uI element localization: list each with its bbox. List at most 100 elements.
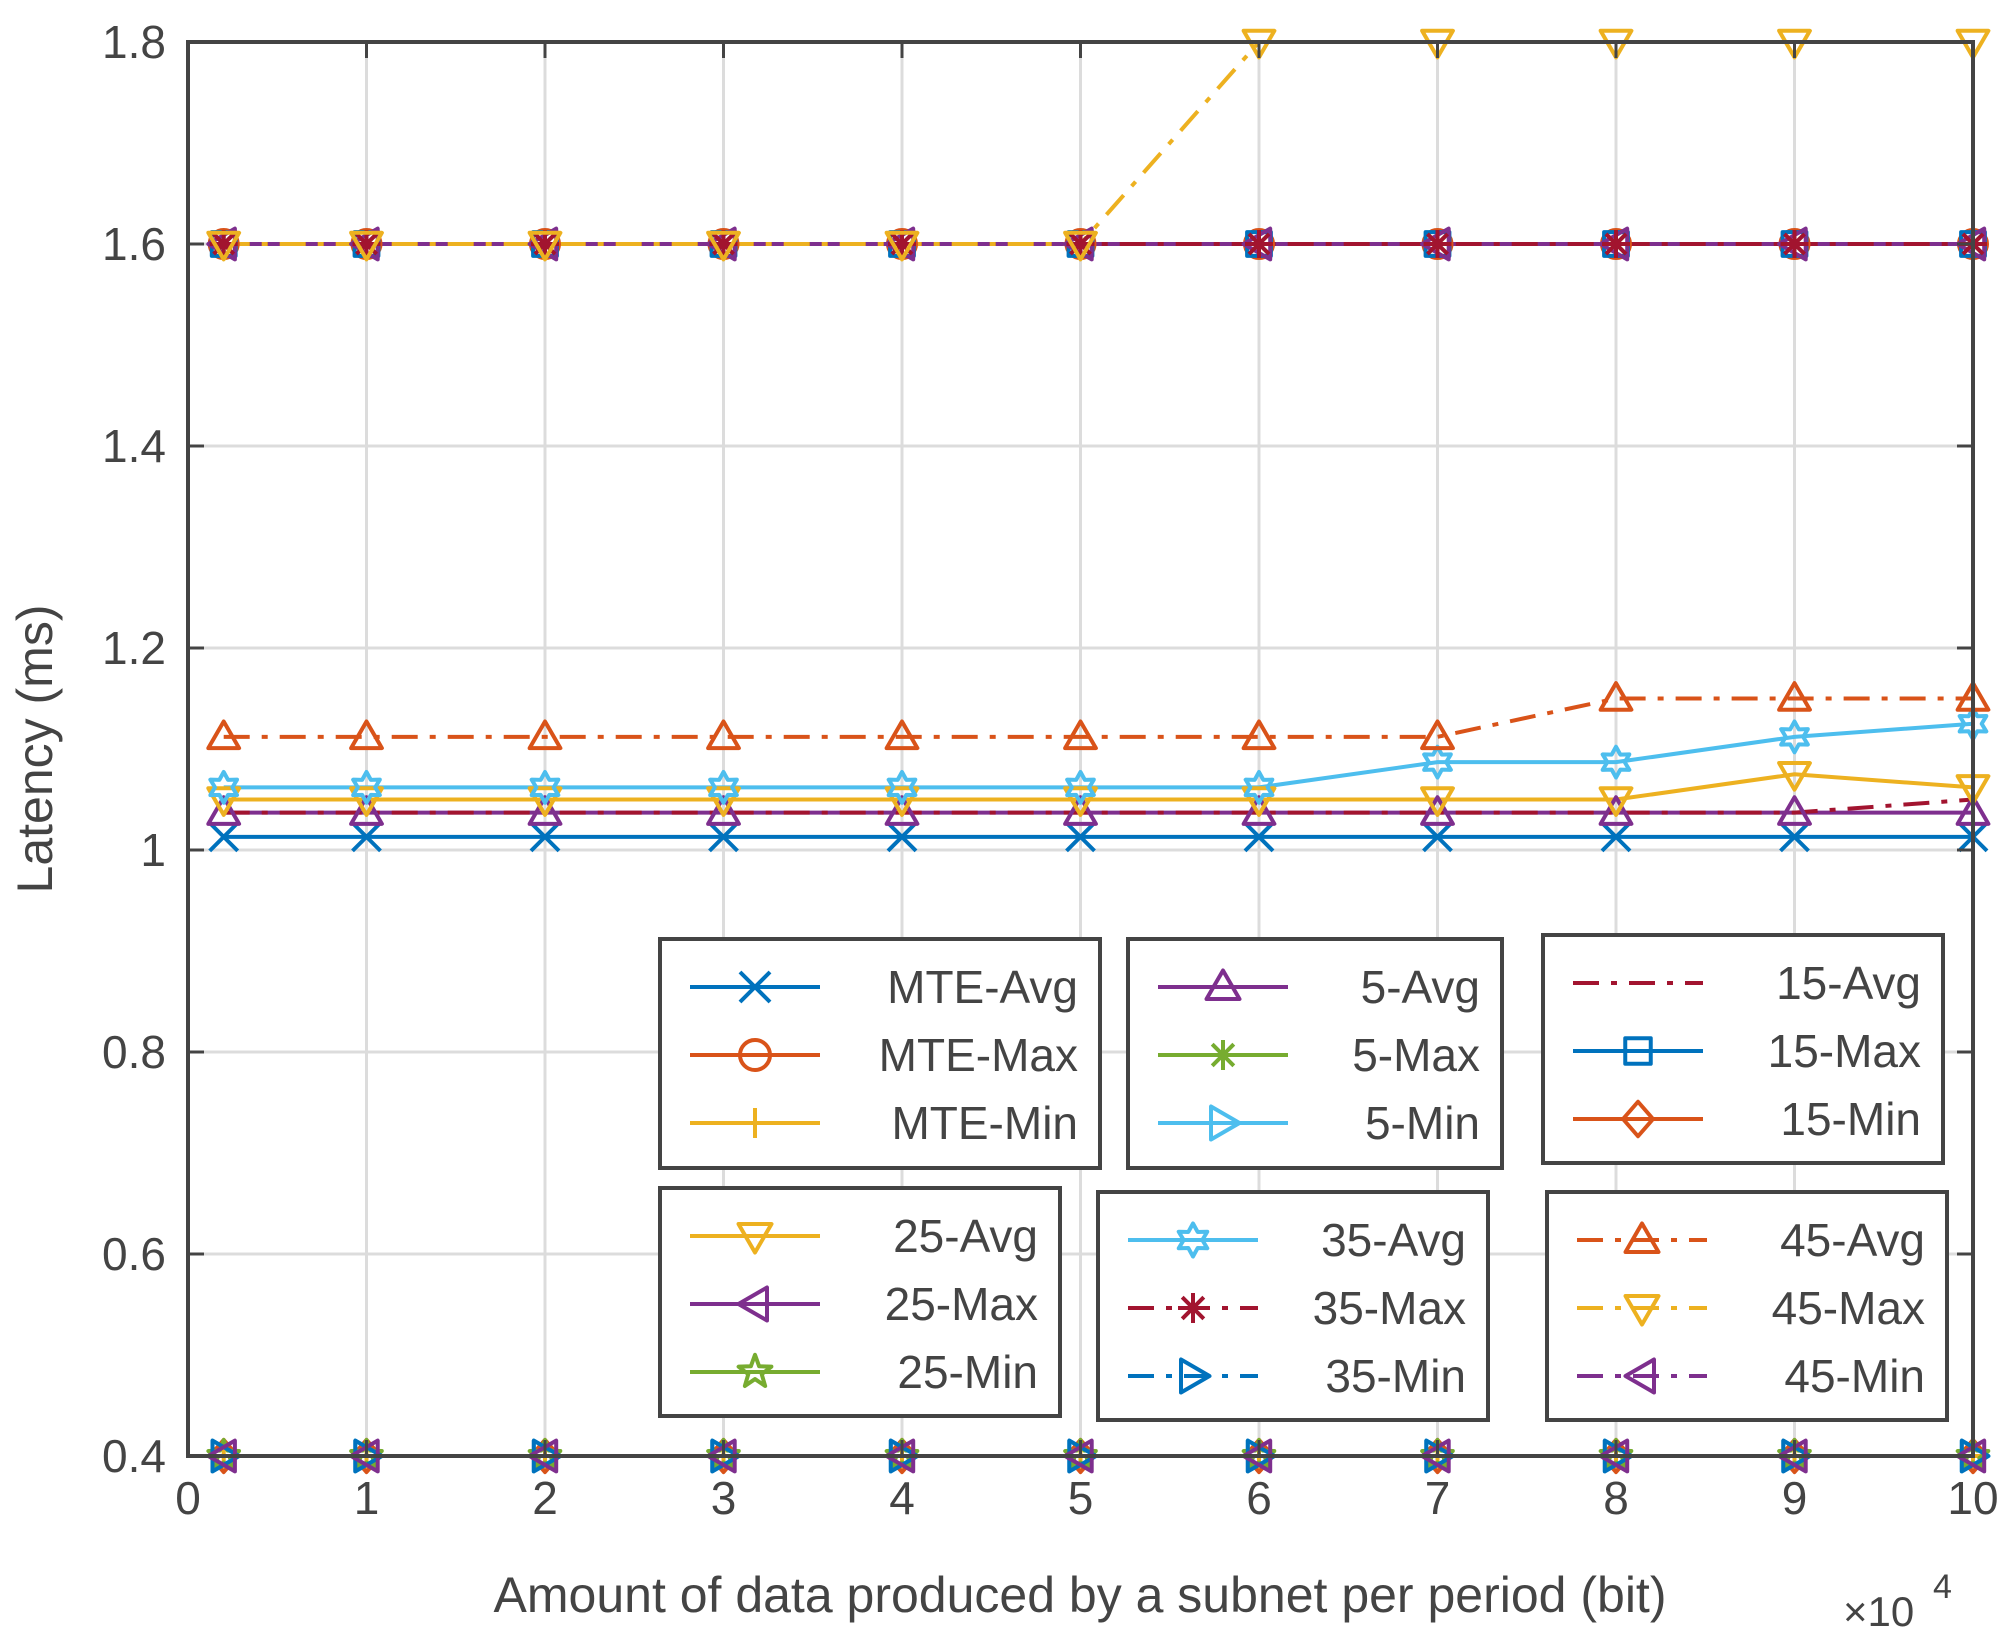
data-point-mte-avg	[208, 821, 240, 853]
data-point-35-avg	[351, 769, 382, 805]
y-tick-label: 0.6	[102, 1228, 166, 1280]
data-point-45-max	[1063, 230, 1098, 262]
data-point-5-avg	[349, 795, 384, 826]
data-point-35-avg	[1065, 769, 1096, 805]
legend-box-2: 5-Avg 5-Max 5-Min	[1126, 937, 1504, 1170]
legend-marker-mte-max	[738, 1038, 772, 1072]
data-point-25-avg	[1420, 786, 1455, 817]
legend-marker-35-avg	[1176, 1221, 1210, 1259]
legend-frame	[1545, 1190, 1949, 1422]
x-tick-label: 9	[1782, 1472, 1808, 1524]
legend-label: 15-Avg	[1776, 957, 1921, 1009]
x-multiplier-exponent: 4	[1933, 1568, 1952, 1606]
x-tick-label: 10	[1947, 1472, 1998, 1524]
data-point-5-avg	[1063, 795, 1098, 826]
data-point-25-avg	[706, 786, 741, 817]
legend-entry-35-avg: 35-Avg	[1128, 1214, 1466, 1266]
legend-marker-mte-avg	[738, 970, 772, 1004]
data-point-5-avg	[1598, 795, 1634, 826]
data-point-45-max	[349, 230, 384, 262]
data-point-mte-avg	[1600, 821, 1632, 853]
data-point-35-avg	[886, 769, 918, 805]
legend-box-3: 15-Avg 15-Max 15-Min	[1541, 933, 1945, 1165]
y-tick-label: 1.8	[102, 16, 166, 68]
legend-label: 35-Max	[1313, 1282, 1466, 1334]
data-point-45-avg	[884, 719, 920, 751]
data-point-45-max	[527, 230, 563, 262]
data-point-45-avg	[1063, 719, 1098, 751]
legend-marker-35-min	[1179, 1357, 1212, 1395]
data-point-45-max	[206, 230, 242, 262]
y-tick-label: 1.4	[102, 420, 166, 472]
data-point-mte-avg	[1065, 821, 1096, 853]
data-point-35-avg	[1422, 744, 1453, 780]
legend-marker-mte-min	[740, 1108, 770, 1138]
data-point-25-avg	[1063, 786, 1098, 817]
data-point-45-max	[1420, 28, 1455, 60]
y-tick-label: 1.2	[102, 622, 166, 674]
data-point-45-max	[1777, 28, 1812, 60]
axis-ticks	[186, 40, 1975, 1458]
data-point-35-avg	[529, 769, 561, 805]
legend-label: 5-Min	[1365, 1097, 1480, 1149]
legend-label: 15-Max	[1768, 1025, 1921, 1077]
legend-label: 25-Avg	[893, 1210, 1038, 1262]
legend-entry-15-min: 15-Min	[1573, 1093, 1921, 1145]
data-point-45-max	[1598, 28, 1634, 60]
data-point-5-avg	[206, 795, 242, 826]
tick-labels: 0 1 2 3 4 5 6 7 8 9 10 0.4 0.6 0.8 1 1.2 1.4 1.6 1.8	[102, 16, 1999, 1524]
legend-label: 25-Max	[885, 1278, 1038, 1330]
legend-label: 45-Max	[1772, 1282, 1925, 1334]
data-point-45-max	[1955, 28, 1991, 60]
legend-marker-15-min	[1621, 1099, 1655, 1139]
legend-entry-5-max: 5-Max	[1158, 1029, 1480, 1081]
data-point-25-avg	[1777, 761, 1812, 792]
legend-box-6: 45-Avg 45-Max 45-Min	[1545, 1190, 1949, 1422]
legend-box-4: 25-Avg 25-Max 25-Min	[658, 1186, 1062, 1418]
data-point-35-max	[1602, 230, 1630, 258]
legend-marker-45-avg	[1623, 1221, 1661, 1254]
data-point-45-avg	[1777, 681, 1812, 712]
data-point-5-avg	[706, 795, 741, 826]
data-point-25-avg	[884, 786, 920, 817]
x-tick-label: 3	[711, 1472, 737, 1524]
data-point-35-max	[531, 230, 559, 258]
legend-entry-35-max: 35-Max	[1128, 1282, 1466, 1334]
legend-entry-5-min: 5-Min	[1158, 1097, 1480, 1149]
legend-label: 45-Min	[1784, 1350, 1925, 1402]
data-point-mte-avg	[529, 821, 561, 853]
legend-entry-15-avg: 15-Avg	[1573, 957, 1921, 1009]
legend-entry-5-avg: 5-Avg	[1158, 961, 1480, 1013]
x-tick-label: 8	[1603, 1472, 1629, 1524]
data-point-mte-avg	[1779, 821, 1810, 853]
x-tick-label: 5	[1068, 1472, 1094, 1524]
data-point-45-min	[1955, 1438, 1987, 1474]
legend-label: 25-Min	[897, 1346, 1038, 1398]
data-point-35-max	[352, 230, 381, 258]
legend-box-5: 35-Avg 35-Max 35-Min	[1096, 1190, 1490, 1422]
legend-entry-45-min: 45-Min	[1577, 1350, 1925, 1402]
data-point-mte-avg	[886, 821, 918, 853]
legend-marker-45-min	[1623, 1357, 1656, 1395]
data-point-45-avg	[706, 719, 741, 751]
legend-box-1: MTE-Avg MTE-Max MTE-Min	[658, 937, 1102, 1170]
legend-marker-25-max	[736, 1285, 769, 1323]
data-point-5-avg	[884, 795, 920, 826]
data-point-mte-avg	[708, 821, 739, 853]
data-point-mte-avg	[351, 821, 382, 853]
data-point-25-avg	[349, 786, 384, 817]
data-point-25-avg	[206, 786, 242, 817]
legend-entry-45-avg: 45-Avg	[1577, 1214, 1925, 1266]
x-tick-label: 7	[1425, 1472, 1451, 1524]
legend-label: 35-Avg	[1321, 1214, 1466, 1266]
x-tick-label: 1	[354, 1472, 380, 1524]
legend-entry-mte-max: MTE-Max	[690, 1029, 1078, 1081]
legend-label: MTE-Avg	[887, 961, 1078, 1013]
data-point-35-max	[1066, 230, 1095, 258]
y-tick-label: 1	[140, 824, 166, 876]
data-point-5-avg	[1420, 795, 1455, 826]
x-tick-label: 0	[175, 1472, 201, 1524]
legend-label: 15-Min	[1780, 1093, 1921, 1145]
legend-entry-mte-min: MTE-Min	[690, 1097, 1078, 1149]
